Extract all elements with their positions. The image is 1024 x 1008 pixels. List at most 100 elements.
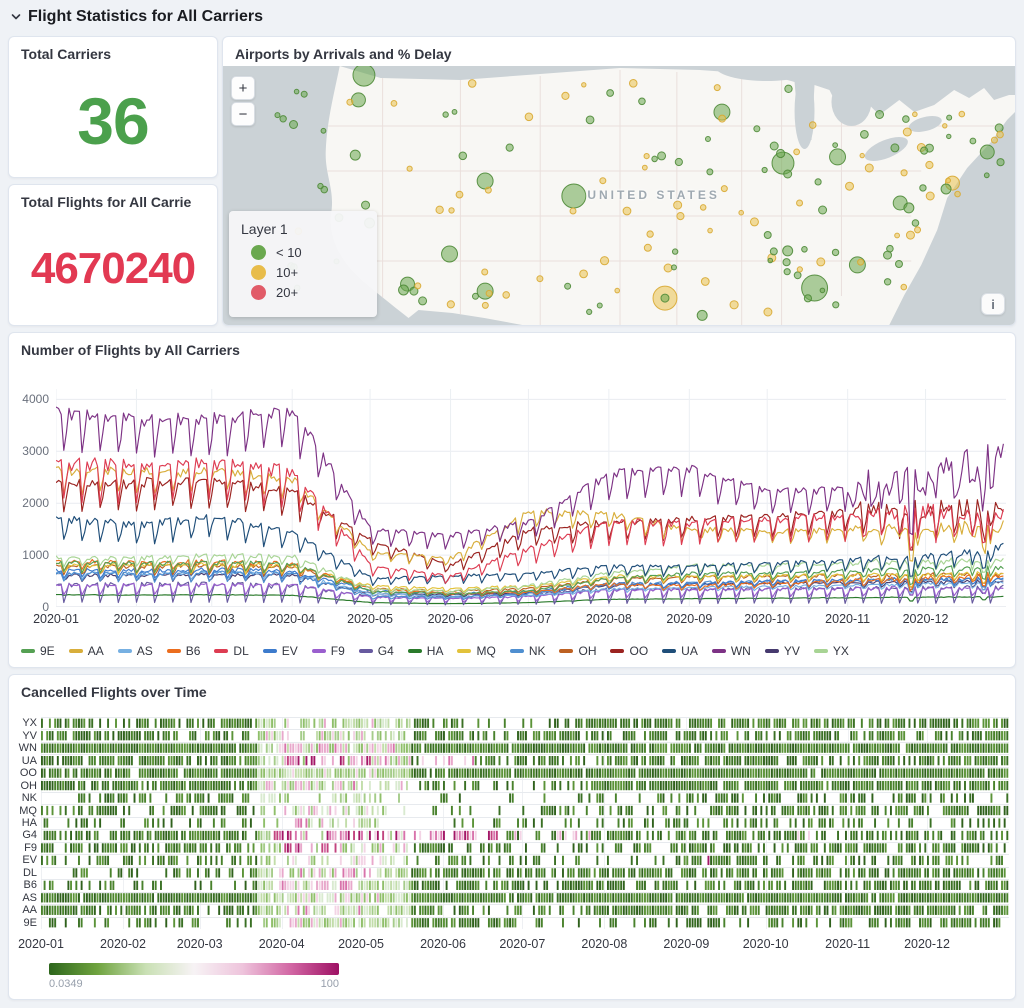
airport-dot[interactable] (641, 164, 648, 171)
airport-dot[interactable] (414, 282, 422, 290)
airport-dot[interactable] (832, 301, 840, 309)
legend-item-9E[interactable]: 9E (21, 644, 55, 658)
legend-item-EV[interactable]: EV (262, 644, 298, 658)
airport-dot[interactable] (706, 168, 714, 176)
airport-dot[interactable] (561, 183, 587, 209)
airport-dot[interactable] (628, 78, 638, 88)
airport-dot[interactable] (485, 289, 493, 297)
airport-dot[interactable] (622, 206, 632, 216)
airport-dot[interactable] (484, 186, 492, 194)
line-series-MQ[interactable] (56, 562, 1004, 593)
airport-dot[interactable] (903, 202, 915, 214)
airport-dot[interactable] (857, 258, 865, 266)
airport-dot[interactable] (814, 178, 822, 186)
airport-dot[interactable] (406, 165, 413, 172)
airport-dot[interactable] (819, 287, 826, 294)
airport-dot[interactable] (845, 181, 855, 191)
map-legend-item-0[interactable]: < 10 (251, 245, 365, 260)
airport-dot[interactable] (471, 292, 479, 300)
airport-dot[interactable] (900, 283, 908, 291)
airport-dot[interactable] (940, 183, 952, 195)
airport-dot[interactable] (793, 148, 801, 156)
airport-dot[interactable] (418, 296, 428, 306)
legend-item-HA[interactable]: HA (407, 644, 443, 658)
airport-dot[interactable] (699, 204, 707, 211)
airport-dot[interactable] (274, 112, 281, 119)
airport-dot[interactable] (441, 245, 459, 263)
airport-dot[interactable] (390, 100, 398, 107)
airport-dot[interactable] (912, 111, 918, 118)
airport-dot[interactable] (638, 97, 646, 106)
airport-dot[interactable] (994, 123, 1004, 133)
airport-dot[interactable] (767, 257, 774, 264)
airport-dot[interactable] (476, 172, 494, 190)
airport-dot[interactable] (671, 248, 679, 255)
airport-dot[interactable] (700, 277, 710, 286)
airport-dot[interactable] (446, 300, 455, 309)
airport-dot[interactable] (763, 307, 773, 317)
airport-dot[interactable] (864, 163, 874, 173)
airport-dot[interactable] (346, 98, 354, 106)
airport-dot[interactable] (875, 110, 885, 119)
airport-dot[interactable] (481, 268, 489, 276)
airport-dot[interactable] (674, 157, 683, 167)
line-series-9E[interactable] (56, 560, 1004, 597)
airport-dot[interactable] (895, 260, 903, 268)
airport-dot[interactable] (398, 284, 410, 296)
airport-dot[interactable] (969, 137, 977, 145)
airport-dot[interactable] (481, 301, 489, 309)
airport-dot[interactable] (646, 230, 654, 238)
airport-dot[interactable] (643, 243, 652, 252)
airport-dot[interactable] (458, 151, 468, 161)
airport-dot[interactable] (561, 91, 570, 100)
airport-dot[interactable] (502, 291, 510, 299)
legend-item-MQ[interactable]: MQ (457, 644, 496, 658)
airport-dot[interactable] (776, 148, 786, 159)
airport-dot[interactable] (859, 130, 869, 139)
airport-dot[interactable] (894, 232, 900, 239)
airport-dot[interactable] (905, 230, 915, 240)
legend-item-UA[interactable]: UA (662, 644, 698, 658)
airport-dot[interactable] (320, 127, 327, 134)
airport-dot[interactable] (784, 84, 793, 93)
airport-dot[interactable] (599, 177, 607, 185)
airport-dot[interactable] (569, 207, 577, 215)
airport-dot[interactable] (317, 182, 324, 190)
airport-dot[interactable] (902, 127, 912, 137)
airport-dot[interactable] (643, 153, 650, 160)
map-zoom-in-button[interactable]: + (231, 76, 255, 100)
line-series-WN[interactable] (56, 406, 1004, 550)
airport-dot[interactable] (990, 136, 998, 144)
line-chart-plot[interactable] (56, 389, 1006, 607)
airport-dot[interactable] (954, 190, 961, 198)
airport-dot[interactable] (599, 256, 610, 266)
airport-dot[interactable] (925, 191, 935, 201)
airport-dot[interactable] (289, 120, 299, 129)
airport-dot[interactable] (704, 136, 711, 142)
airport-dot[interactable] (300, 90, 308, 98)
airport-dot[interactable] (579, 269, 588, 279)
airport-dot[interactable] (409, 286, 419, 296)
airport-dot[interactable] (435, 205, 444, 215)
airport-dot[interactable] (761, 166, 768, 174)
map-info-button[interactable]: i (981, 293, 1005, 315)
airport-dot[interactable] (920, 146, 929, 155)
airport-dot[interactable] (958, 110, 966, 118)
airport-dot[interactable] (783, 169, 793, 179)
airport-dot[interactable] (793, 271, 802, 280)
airport-dot[interactable] (769, 141, 779, 151)
legend-item-OO[interactable]: OO (610, 644, 648, 658)
airport-dot[interactable] (657, 151, 667, 161)
airport-dot[interactable] (769, 247, 778, 256)
collapse-chevron-icon[interactable] (10, 11, 22, 23)
airport-dot[interactable] (749, 217, 759, 227)
airport-dot[interactable] (729, 300, 739, 310)
airport-dot[interactable] (442, 111, 449, 118)
airport-dot[interactable] (818, 205, 828, 215)
airport-dot[interactable] (925, 160, 934, 170)
airport-dot[interactable] (696, 309, 708, 321)
airport-dot[interactable] (914, 226, 922, 234)
airport-dot[interactable] (890, 143, 900, 153)
airport-dot[interactable] (713, 84, 721, 92)
legend-item-YV[interactable]: YV (764, 644, 800, 658)
